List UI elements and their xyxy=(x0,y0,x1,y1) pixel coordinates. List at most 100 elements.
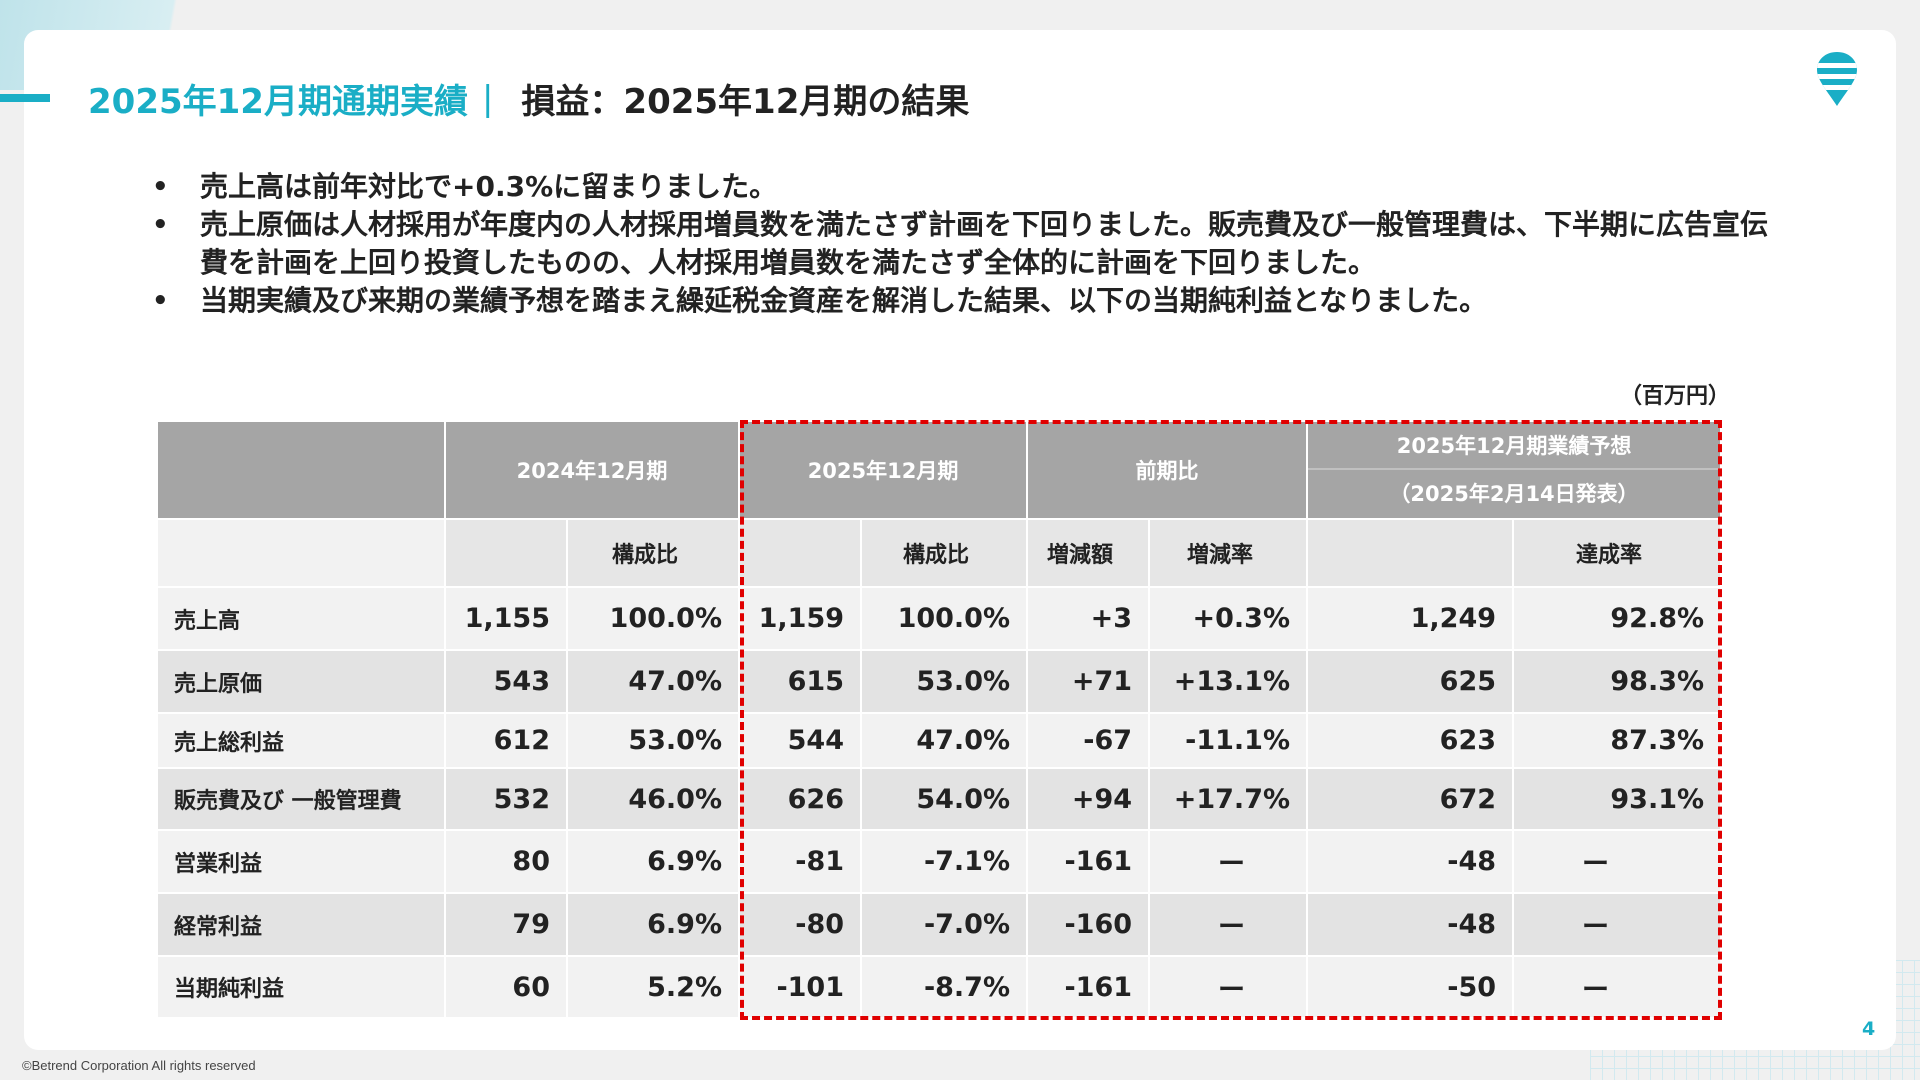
fy2025-highlight-frame xyxy=(740,420,1722,1020)
cell-achievement: 98.3% xyxy=(1512,649,1723,714)
cell-change-rate: ー xyxy=(1148,955,1309,1019)
header-forecast: 2025年12月期業績予想 （2025年2月14日発表） xyxy=(1306,420,1723,520)
page-title: 損益：2025年12月期の結果 xyxy=(521,82,970,122)
cell-2025-value: -81 xyxy=(738,829,863,894)
forecast-title: 2025年12月期業績予想 xyxy=(1308,422,1721,470)
subheader-change-rate: 増減率 xyxy=(1148,518,1309,588)
cell-achievement: ー xyxy=(1512,955,1723,1019)
cell-change-rate: +0.3% xyxy=(1148,586,1309,651)
subheader-change-amount: 増減額 xyxy=(1026,518,1151,588)
cell-change-amount: +3 xyxy=(1026,586,1151,651)
cell-2024-ratio: 6.9% xyxy=(565,829,741,894)
bullet-item: 売上原価は人材採用が年度内の人材採用増員数を満たさず計画を下回りました。販売費及… xyxy=(150,206,1790,282)
cell-achievement: 87.3% xyxy=(1512,712,1723,769)
subheader-achievement-rate: 達成率 xyxy=(1512,518,1723,588)
cell-2024-ratio: 6.9% xyxy=(565,892,741,957)
cell-2025-ratio: 47.0% xyxy=(860,712,1029,769)
forecast-date: （2025年2月14日発表） xyxy=(1389,482,1639,506)
subheader-blank xyxy=(738,518,863,588)
cell-2025-value: 615 xyxy=(738,649,863,714)
table-row: 売上高 1,155 100.0% 1,159 100.0% +3 +0.3% 1… xyxy=(156,586,1723,651)
header-yoy: 前期比 xyxy=(1026,420,1309,520)
cell-forecast: -48 xyxy=(1306,829,1515,894)
cell-achievement: 92.8% xyxy=(1512,586,1723,651)
cell-forecast: 672 xyxy=(1306,767,1515,831)
cell-2025-ratio: -8.7% xyxy=(860,955,1029,1019)
cell-2024-value: 79 xyxy=(444,892,568,957)
subheader-ratio-2024: 構成比 xyxy=(565,518,741,588)
cell-achievement: ー xyxy=(1512,829,1723,894)
pl-table: 2024年12月期 2025年12月期 前期比 2025年12月期業績予想 （2… xyxy=(156,420,1723,1019)
cell-2025-ratio: 54.0% xyxy=(860,767,1029,831)
cell-2024-value: 532 xyxy=(444,767,568,831)
unit-label: （百万円） xyxy=(1620,384,1731,409)
table-row: 売上原価 543 47.0% 615 53.0% +71 +13.1% 625 … xyxy=(156,649,1723,714)
table-row: 販売費及び 一般管理費 532 46.0% 626 54.0% +94 +17.… xyxy=(156,767,1723,831)
cell-2024-ratio: 53.0% xyxy=(565,712,741,769)
cell-2024-ratio: 100.0% xyxy=(565,586,741,651)
table-row: 売上総利益 612 53.0% 544 47.0% -67 -11.1% 623… xyxy=(156,712,1723,769)
table-row: 経常利益 79 6.9% -80 -7.0% -160 ー -48 ー xyxy=(156,892,1723,957)
header-blank xyxy=(156,420,446,520)
cell-change-rate: +17.7% xyxy=(1148,767,1309,831)
slide-header: 2025年12月期通期実績 | 損益：2025年12月期の結果 xyxy=(88,74,969,123)
cell-2025-value: 544 xyxy=(738,712,863,769)
cell-achievement: ー xyxy=(1512,892,1723,957)
table-group-header-row: 2024年12月期 2025年12月期 前期比 2025年12月期業績予想 （2… xyxy=(156,420,1723,520)
row-label: 売上総利益 xyxy=(156,712,446,769)
page-number: 4 xyxy=(1862,1018,1876,1040)
row-label: 売上原価 xyxy=(156,649,446,714)
cell-change-amount: -161 xyxy=(1026,829,1151,894)
cell-2024-value: 80 xyxy=(444,829,568,894)
row-label: 販売費及び 一般管理費 xyxy=(156,767,446,831)
cell-2025-value: 1,159 xyxy=(738,586,863,651)
cell-achievement: 93.1% xyxy=(1512,767,1723,831)
subheader-ratio-2025: 構成比 xyxy=(860,518,1029,588)
table-sub-header-row: 構成比 構成比 増減額 増減率 達成率 xyxy=(156,518,1723,588)
cell-change-amount: +71 xyxy=(1026,649,1151,714)
cell-2025-value: 626 xyxy=(738,767,863,831)
cell-2024-value: 543 xyxy=(444,649,568,714)
cell-change-amount: -161 xyxy=(1026,955,1151,1019)
bullet-item: 売上高は前年対比で+0.3%に留まりました。 xyxy=(150,168,1790,206)
cell-2024-value: 612 xyxy=(444,712,568,769)
cell-change-rate: ー xyxy=(1148,829,1309,894)
cell-forecast: 1,249 xyxy=(1306,586,1515,651)
cell-change-rate: ー xyxy=(1148,892,1309,957)
title-accent-bar xyxy=(0,94,50,102)
subheader-blank xyxy=(156,518,446,588)
cell-change-rate: +13.1% xyxy=(1148,649,1309,714)
cell-2024-value: 60 xyxy=(444,955,568,1019)
cell-forecast: 625 xyxy=(1306,649,1515,714)
table-row: 営業利益 80 6.9% -81 -7.1% -161 ー -48 ー xyxy=(156,829,1723,894)
row-label: 当期純利益 xyxy=(156,955,446,1019)
table-row: 当期純利益 60 5.2% -101 -8.7% -161 ー -50 ー xyxy=(156,955,1723,1019)
cell-2025-ratio: -7.1% xyxy=(860,829,1029,894)
row-label: 経常利益 xyxy=(156,892,446,957)
cell-2025-ratio: 100.0% xyxy=(860,586,1029,651)
cell-2024-ratio: 47.0% xyxy=(565,649,741,714)
cell-change-amount: +94 xyxy=(1026,767,1151,831)
betrend-logo-icon xyxy=(1817,52,1857,106)
subheader-blank xyxy=(444,518,568,588)
bullet-item: 当期実績及び来期の業績予想を踏まえ繰延税金資産を解消した結果、以下の当期純利益と… xyxy=(150,282,1790,320)
row-label: 売上高 xyxy=(156,586,446,651)
summary-bullets: 売上高は前年対比で+0.3%に留まりました。 売上原価は人材採用が年度内の人材採… xyxy=(150,168,1790,320)
cell-2025-ratio: 53.0% xyxy=(860,649,1029,714)
cell-2025-ratio: -7.0% xyxy=(860,892,1029,957)
row-label: 営業利益 xyxy=(156,829,446,894)
header-fy2024: 2024年12月期 xyxy=(443,420,741,520)
cell-change-amount: -160 xyxy=(1026,892,1151,957)
cell-change-amount: -67 xyxy=(1026,712,1151,769)
subheader-blank xyxy=(1306,518,1515,588)
cell-change-rate: -11.1% xyxy=(1148,712,1309,769)
cell-forecast: 623 xyxy=(1306,712,1515,769)
header-fy2025: 2025年12月期 xyxy=(738,420,1029,520)
section-title: 2025年12月期通期実績 xyxy=(88,82,468,122)
copyright-notice: ©Betrend Corporation All rights reserved xyxy=(22,1058,256,1073)
cell-forecast: -48 xyxy=(1306,892,1515,957)
cell-2024-ratio: 5.2% xyxy=(565,955,741,1019)
cell-2024-ratio: 46.0% xyxy=(565,767,741,831)
cell-2024-value: 1,155 xyxy=(444,586,568,651)
title-separator: | xyxy=(481,78,494,119)
